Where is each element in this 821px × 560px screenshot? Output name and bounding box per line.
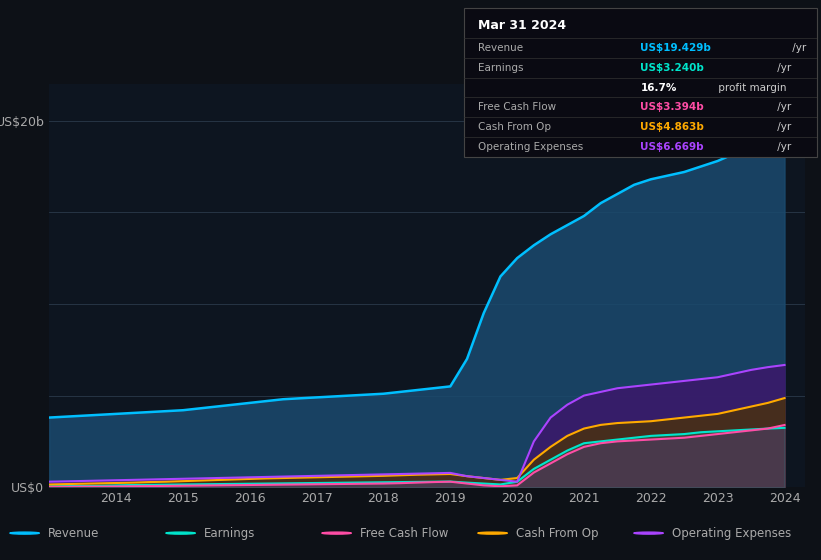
Text: US$6.669b: US$6.669b — [640, 142, 704, 152]
Text: Mar 31 2024: Mar 31 2024 — [478, 19, 566, 32]
Text: Operating Expenses: Operating Expenses — [478, 142, 583, 152]
Circle shape — [322, 532, 351, 534]
Text: Revenue: Revenue — [48, 526, 99, 540]
Circle shape — [166, 532, 195, 534]
Text: Free Cash Flow: Free Cash Flow — [478, 102, 556, 113]
Text: Earnings: Earnings — [204, 526, 255, 540]
Text: US$3.394b: US$3.394b — [640, 102, 704, 113]
Text: /yr: /yr — [774, 102, 791, 113]
Text: Cash From Op: Cash From Op — [478, 122, 551, 132]
Text: 16.7%: 16.7% — [640, 82, 677, 92]
Text: US$3.240b: US$3.240b — [640, 63, 704, 73]
Text: Revenue: Revenue — [478, 43, 523, 53]
Circle shape — [10, 532, 39, 534]
Text: Operating Expenses: Operating Expenses — [672, 526, 791, 540]
Text: Free Cash Flow: Free Cash Flow — [360, 526, 448, 540]
Circle shape — [634, 532, 663, 534]
Text: profit margin: profit margin — [714, 82, 786, 92]
Text: US$4.863b: US$4.863b — [640, 122, 704, 132]
Text: /yr: /yr — [774, 122, 791, 132]
Text: /yr: /yr — [774, 142, 791, 152]
Text: Cash From Op: Cash From Op — [516, 526, 598, 540]
Text: Earnings: Earnings — [478, 63, 524, 73]
Text: US$19.429b: US$19.429b — [640, 43, 711, 53]
Text: /yr: /yr — [789, 43, 806, 53]
Circle shape — [478, 532, 507, 534]
Text: /yr: /yr — [774, 63, 791, 73]
